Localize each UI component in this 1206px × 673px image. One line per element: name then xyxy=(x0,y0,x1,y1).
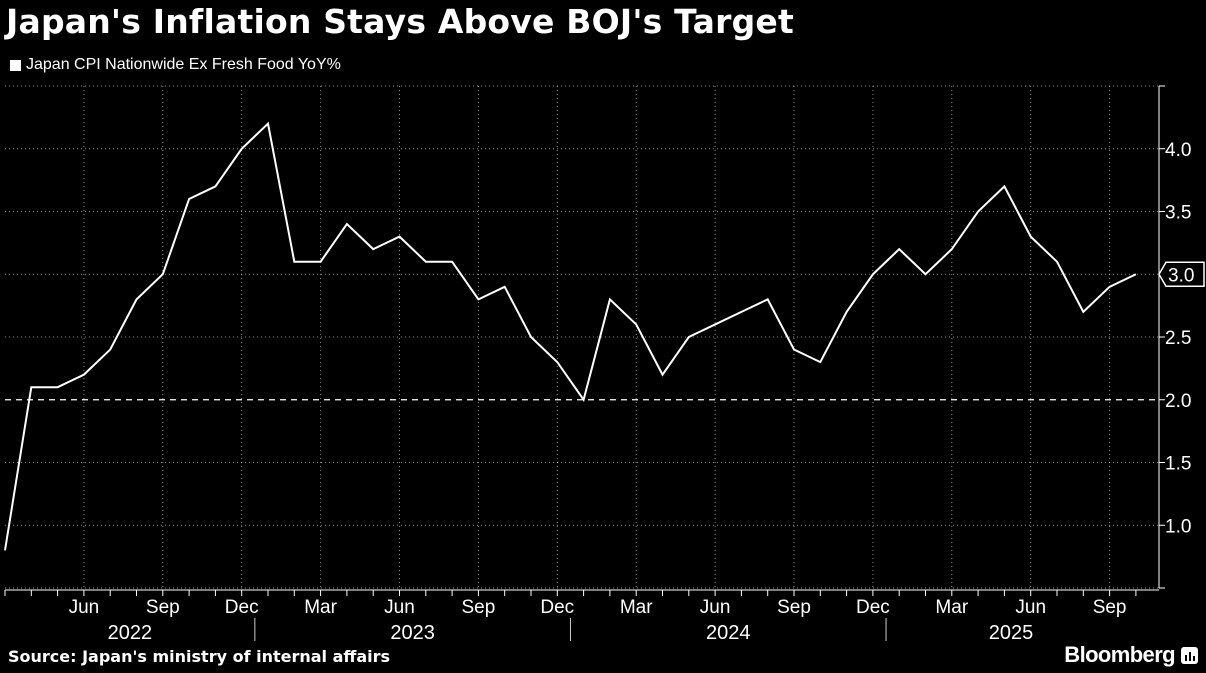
source-note: Source: Japan's ministry of internal aff… xyxy=(8,647,391,666)
x-tick-label: Mar xyxy=(935,597,968,618)
x-tick-label: Sep xyxy=(777,597,811,618)
legend: Japan CPI Nationwide Ex Fresh Food YoY% xyxy=(10,56,341,74)
x-tick-label: Sep xyxy=(1093,597,1127,618)
x-tick-label: Jun xyxy=(1015,597,1046,618)
x-tick-label: Jun xyxy=(700,597,731,618)
last-value-label: 3.0 xyxy=(1168,265,1194,286)
y-tick-label: 4.0 xyxy=(1165,140,1191,161)
x-year-label: 2022 xyxy=(108,622,153,644)
x-year-label: 2023 xyxy=(390,622,435,644)
chart-icon xyxy=(1181,646,1198,664)
brand-wordmark: Bloomberg xyxy=(1064,642,1175,667)
last-value-box xyxy=(1158,261,1205,287)
x-tick-label: Dec xyxy=(225,597,259,618)
x-tick-label: Sep xyxy=(461,597,495,618)
x-tick-label: Mar xyxy=(620,597,653,618)
x-tick-label: Jun xyxy=(384,597,415,618)
x-year-label: 2024 xyxy=(706,622,751,644)
x-year-label: 2025 xyxy=(989,622,1034,644)
bloomberg-logo: Bloomberg xyxy=(1064,642,1198,668)
y-tick-label: 2.5 xyxy=(1165,328,1191,349)
chart-title: Japan's Inflation Stays Above BOJ's Targ… xyxy=(6,2,794,41)
y-tick-label: 1.5 xyxy=(1165,454,1191,475)
y-tick-label: 1.0 xyxy=(1165,516,1191,537)
legend-swatch xyxy=(10,59,21,71)
y-tick-label: 2.0 xyxy=(1165,391,1191,412)
y-tick-label: 3.5 xyxy=(1165,203,1191,224)
x-tick-label: Jun xyxy=(69,597,100,618)
x-tick-label: Sep xyxy=(146,597,180,618)
x-tick-label: Dec xyxy=(856,597,890,618)
cpi-series-line xyxy=(4,121,1137,551)
x-tick-label: Mar xyxy=(304,597,337,618)
x-tick-label: Dec xyxy=(540,597,574,618)
legend-label: Japan CPI Nationwide Ex Fresh Food YoY% xyxy=(26,56,341,73)
